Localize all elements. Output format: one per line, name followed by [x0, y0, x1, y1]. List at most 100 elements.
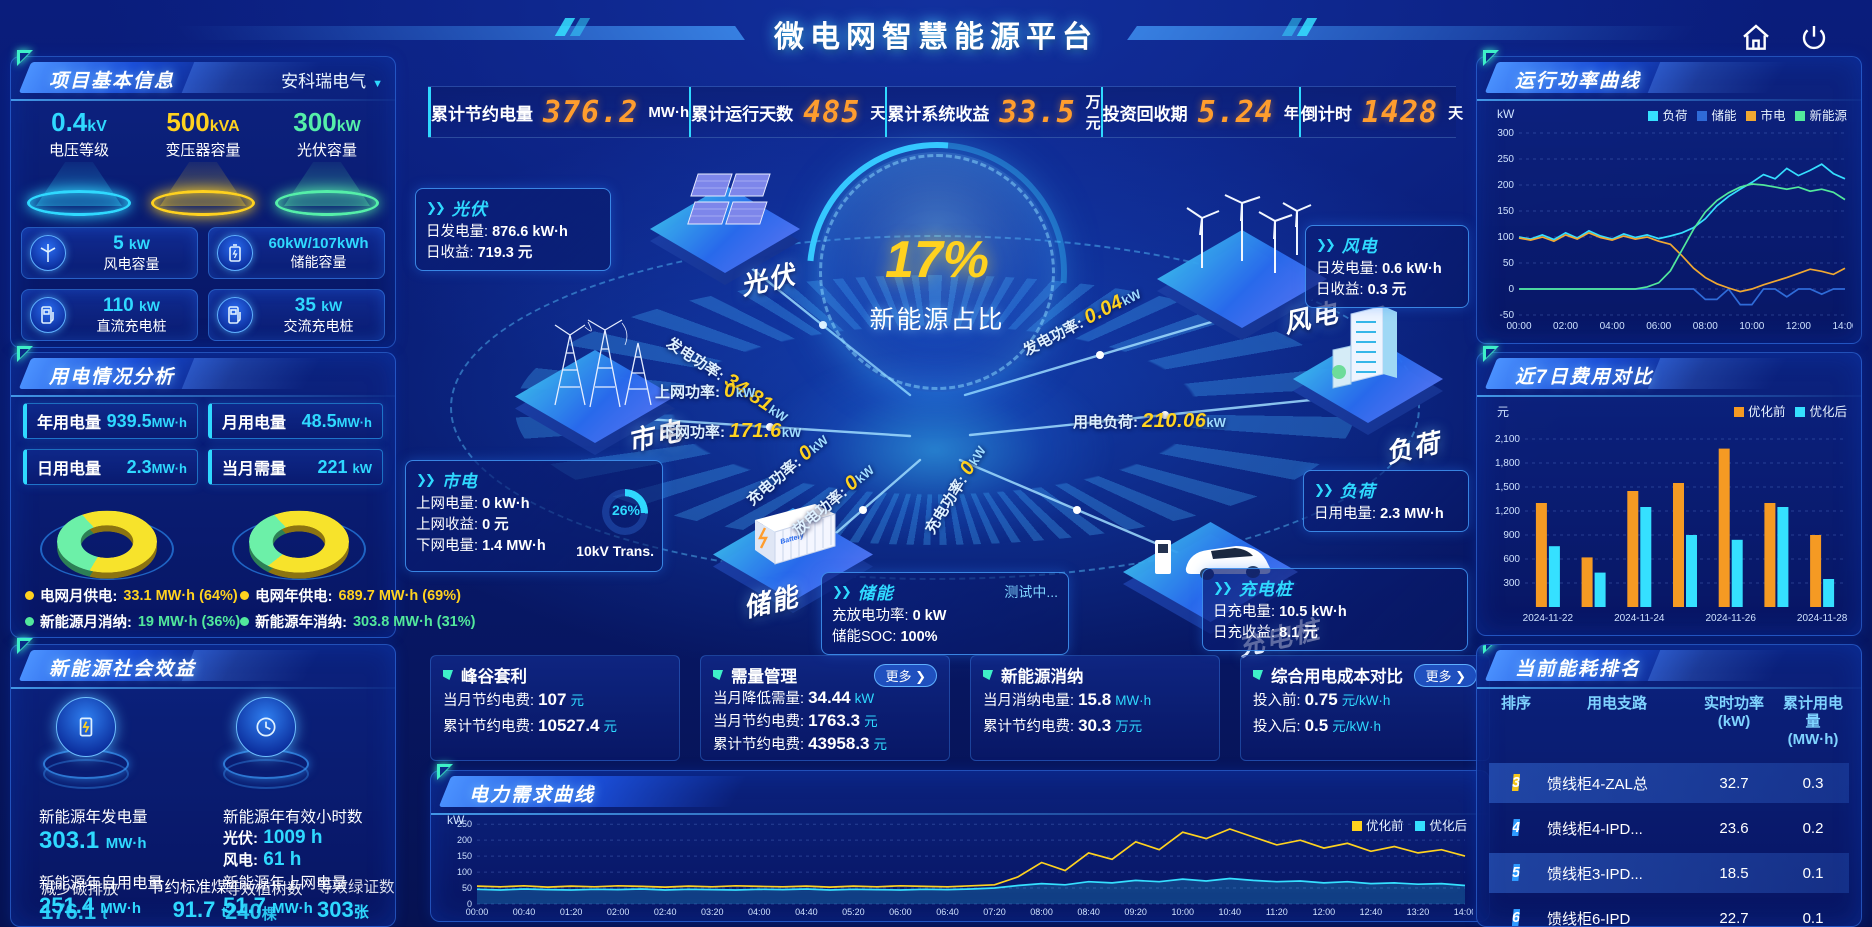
- cost-legend: 优化前 优化后: [1733, 401, 1847, 420]
- generation-icon: [31, 697, 141, 807]
- svg-text:05:20: 05:20: [842, 907, 865, 917]
- demand-legend: 优化前 优化后: [1351, 815, 1467, 834]
- benefit-certs: 等效绿证数 303张: [317, 879, 395, 922]
- kpi-payback: 投资回收期 5.24 年: [1100, 87, 1299, 137]
- down-power-label: 下网功率: 171.6kW: [660, 420, 802, 442]
- svg-text:06:40: 06:40: [936, 907, 959, 917]
- demand-unit-label: kW: [447, 813, 465, 827]
- card-ac-charger: 35 kW 交流充电桩: [208, 289, 385, 341]
- load-power-label: 用电负荷: 210.06kW: [1073, 410, 1226, 432]
- chevron-right-icon: ❯❯: [426, 199, 446, 215]
- panel-title: 用电情况分析: [49, 367, 176, 388]
- stat-month-usage: 月用电量 48.5MW·h: [208, 403, 383, 439]
- demand-chart: 250 200 150 100 50 0 00:00 00:40 01:20 02:00 02:40…: [447, 817, 1476, 917]
- svg-text:0: 0: [1508, 284, 1514, 295]
- svg-text:12:40: 12:40: [1360, 907, 1383, 917]
- chevron-right-icon: ❯❯: [832, 583, 852, 599]
- panel-corner-icon: [1483, 346, 1499, 362]
- svg-text:-50: -50: [1500, 310, 1515, 321]
- benefit-trees: 等效植树数 240棵: [225, 881, 303, 924]
- svg-text:10:40: 10:40: [1218, 907, 1241, 917]
- storage-info-box: ❯❯ 储能 测试中... 充放电功率: 0 kW 储能SOC: 100%: [821, 572, 1069, 656]
- svg-text:12:00: 12:00: [1786, 321, 1811, 331]
- svg-text:900: 900: [1503, 530, 1520, 541]
- wind-turbines-icon: [1167, 173, 1317, 298]
- card-corner-icon: [983, 670, 993, 680]
- panel-title: 当前能耗排名: [1515, 659, 1642, 680]
- svg-text:02:40: 02:40: [654, 907, 677, 917]
- donut-year-chart: [224, 509, 374, 581]
- home-icon[interactable]: [1740, 22, 1772, 54]
- ranking-table: 排序 用电支路 实时功率 (kW) 累计用电量 (MW·h) 3 馈线柜4-ZAL总…: [1489, 695, 1849, 927]
- chevron-right-icon: ❯❯: [1213, 579, 1233, 595]
- spot-voltage: 0.4kV 电压等级: [21, 107, 137, 216]
- svg-text:13:20: 13:20: [1407, 907, 1430, 917]
- legend-grid-year: 电网年供电: 689.7 MW·h (69%): [240, 585, 475, 606]
- legend-renew-year: 新能源年消纳: 303.8 MW·h (31%): [240, 611, 475, 632]
- chevron-down-icon: ▼: [372, 78, 383, 90]
- svg-text:00:00: 00:00: [1506, 321, 1531, 331]
- wind-info-box: ❯❯ 风电 日发电量: 0.6 kW·h 日收益: 0.3 元: [1305, 225, 1469, 309]
- power-icon[interactable]: [1798, 22, 1830, 54]
- svg-text:10:00: 10:00: [1739, 321, 1764, 331]
- benefit-coal: 节约标准煤 91.7 t: [149, 879, 227, 922]
- svg-text:300: 300: [1503, 578, 1520, 589]
- chevron-right-icon: ❯❯: [1314, 481, 1334, 497]
- svg-text:1,500: 1,500: [1495, 482, 1520, 493]
- svg-text:01:20: 01:20: [560, 907, 583, 917]
- transformer-gauge: [602, 489, 648, 535]
- table-row[interactable]: 5 馈线柜3-IPD... 18.5 0.1: [1489, 853, 1849, 893]
- svg-text:08:40: 08:40: [1077, 907, 1100, 917]
- company-select[interactable]: 安科瑞电气 ▼: [281, 72, 383, 91]
- svg-text:00:00: 00:00: [466, 907, 489, 917]
- more-button[interactable]: 更多 ❯: [874, 663, 937, 687]
- benefit-to-grid: 新能源年上网电量 51.7 MW·h: [223, 875, 348, 918]
- svg-text:50: 50: [1503, 258, 1515, 269]
- transformer-gauge-value: 26%: [611, 502, 640, 518]
- header-wing-right: [1127, 26, 1697, 40]
- svg-text:14:00: 14:00: [1454, 907, 1473, 917]
- chevron-right-icon: ❯❯: [416, 471, 436, 487]
- stat-day-usage: 日用电量 2.3MW·h: [23, 449, 198, 485]
- benefit-carbon: 减少碳排放 176.1 t: [41, 881, 119, 924]
- svg-text:100: 100: [457, 867, 472, 877]
- panel-corner-icon: [17, 638, 33, 654]
- svg-text:07:20: 07:20: [983, 907, 1006, 917]
- more-button[interactable]: 更多 ❯: [1414, 663, 1477, 687]
- energy-flow-diagram: 17% 新能源占比 光伏: [405, 88, 1480, 662]
- stat-year-usage: 年用电量 939.5MW·h: [23, 403, 198, 439]
- renewable-ratio-value: 17%: [884, 231, 990, 289]
- svg-text:2024-11-28: 2024-11-28: [1797, 613, 1848, 623]
- header: 微电网智慧能源平台: [0, 0, 1872, 62]
- panel-run-power: 运行功率曲线 kW 负荷 储能 市电 新能源 300 250 200 150 100 50…: [1476, 50, 1862, 344]
- card-peak-valley: 峰谷套利 当月节约电费: 107 元 累计节约电费: 10527.4 元: [430, 655, 680, 761]
- panel-title: 新能源社会效益: [49, 659, 197, 680]
- svg-text:06:00: 06:00: [1646, 321, 1671, 331]
- card-storage-capacity: 60kW/107kWh 储能容量: [208, 227, 385, 279]
- card-corner-icon: [1253, 670, 1263, 680]
- panel-corner-icon: [437, 764, 453, 780]
- svg-text:150: 150: [1497, 206, 1514, 217]
- svg-text:04:40: 04:40: [795, 907, 818, 917]
- svg-text:150: 150: [457, 851, 472, 861]
- charger-info-box: ❯❯ 充电桩 日充电量: 10.5 kW·h 日充收益: 8.1 元: [1202, 568, 1468, 652]
- building-icon: [1325, 300, 1411, 397]
- table-row[interactable]: 4 馈线柜4-IPD... 23.6 0.2: [1511, 819, 1824, 838]
- svg-text:2024-11-26: 2024-11-26: [1706, 613, 1757, 623]
- svg-text:14:00: 14:00: [1832, 321, 1853, 331]
- svg-text:02:00: 02:00: [607, 907, 630, 917]
- svg-text:0: 0: [467, 899, 472, 909]
- panel-corner-icon: [17, 346, 33, 362]
- svg-text:200: 200: [457, 835, 472, 845]
- legend-renew-month: 新能源月消纳: 19 MW·h (36%): [25, 611, 240, 632]
- svg-text:250: 250: [1497, 154, 1514, 165]
- pv-info-box: ❯❯ 光伏 日发电量: 876.6 kW·h 日收益: 719.3 元: [415, 188, 611, 272]
- chevron-right-icon: ❯❯: [1316, 236, 1336, 252]
- table-row[interactable]: 6 馈线柜6-IPD 22.7 0.1: [1511, 909, 1824, 927]
- svg-text:09:20: 09:20: [1124, 907, 1147, 917]
- run-unit-label: kW: [1497, 107, 1515, 121]
- svg-text:2024-11-22: 2024-11-22: [1523, 613, 1574, 623]
- benefit-self-use: 新能源年自用电量 251.4 MW·h: [39, 875, 164, 918]
- table-row[interactable]: 3 馈线柜4-ZAL总 32.7 0.3: [1489, 763, 1849, 803]
